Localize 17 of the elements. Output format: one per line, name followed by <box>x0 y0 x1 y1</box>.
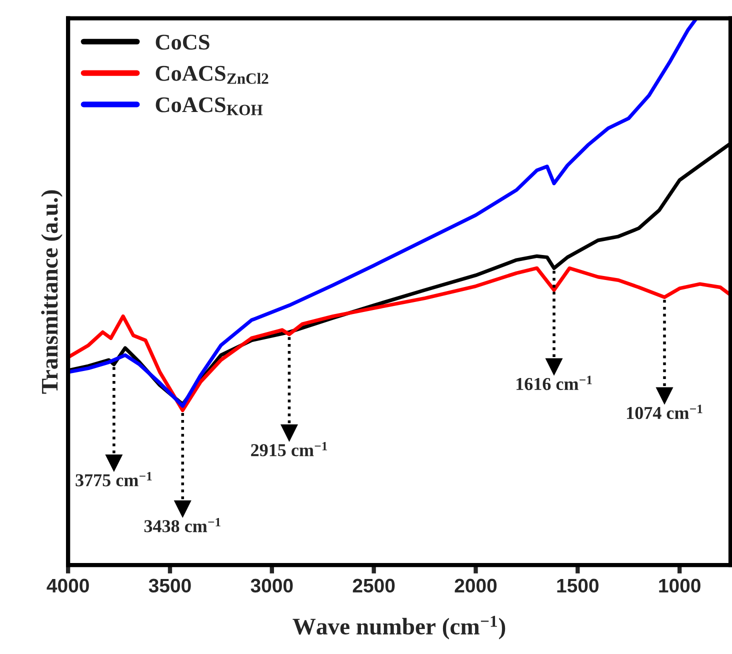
legend-label: CoACS$_{KOH}$ <box>156 97 263 116</box>
annotation: 3438 cm$^{−1}$ <box>144 518 220 532</box>
x-tick-label: 1500 <box>557 578 598 593</box>
legend-label: CoACS$_{ZnCl2}$ <box>156 66 268 84</box>
x-axis-title: Wave number (cm$^{−1}$) <box>292 616 506 640</box>
x-tick-label: 3000 <box>250 578 293 593</box>
legend-label: CoCS <box>156 34 210 50</box>
annotation: 2915 cm$^{−1}$ <box>251 442 328 456</box>
annotation: 1074 cm$^{−1}$ <box>627 404 702 420</box>
x-tick-label: 2000 <box>454 578 497 593</box>
x-tick-label: 2500 <box>352 578 395 593</box>
annotation: 1616 cm$^{−1}$ <box>516 376 592 390</box>
x-tick-label: 1000 <box>659 578 700 593</box>
x-tick-label: 4000 <box>46 578 89 593</box>
y-axis-title: Transmittance (a.u.) <box>41 190 63 394</box>
annotation: 3775 cm$^{−1}$ <box>76 472 152 486</box>
x-tick-label: 3500 <box>148 578 191 593</box>
